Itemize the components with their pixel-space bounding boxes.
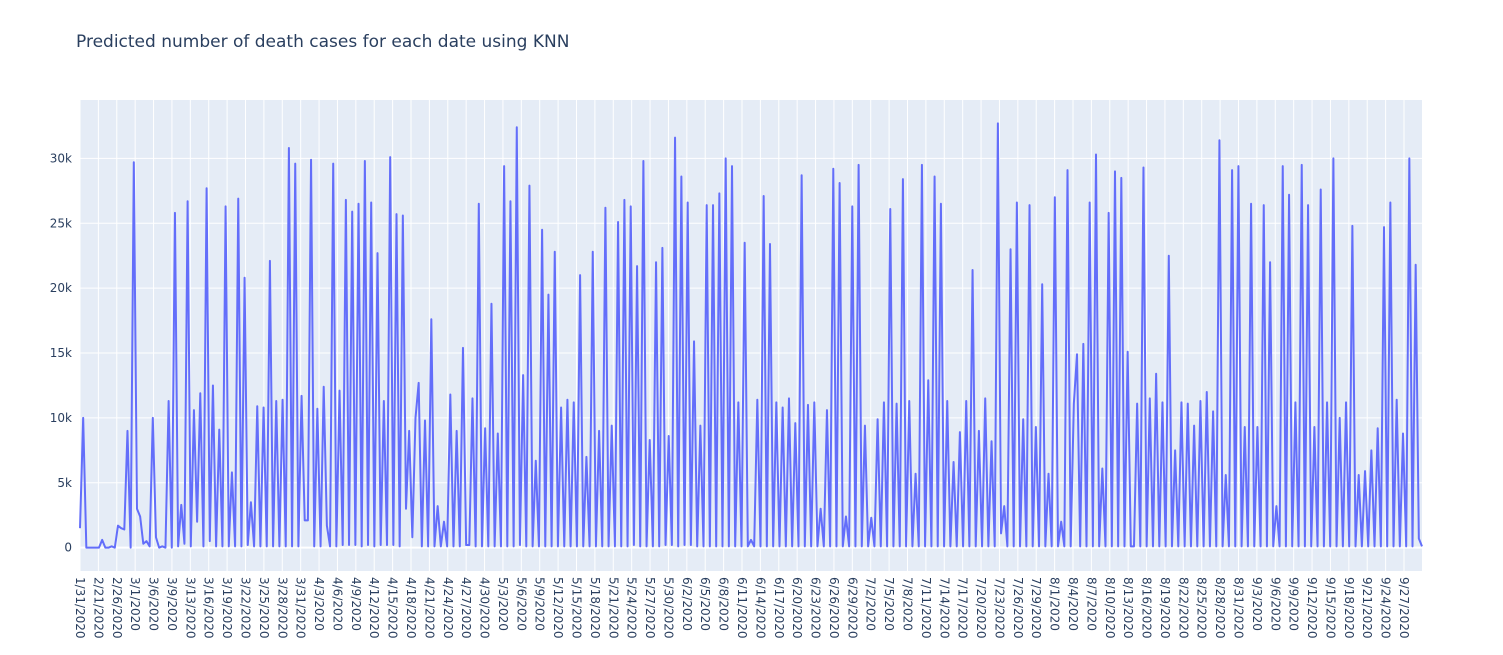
gridlines <box>79 100 1422 571</box>
x-tick-label: 3/1/2020 <box>128 577 142 631</box>
x-tick-label: 7/23/2020 <box>992 577 1006 639</box>
x-tick-label: 6/29/2020 <box>845 577 859 639</box>
x-tick-label: 3/28/2020 <box>275 577 289 639</box>
x-tick-label: 3/19/2020 <box>220 577 234 639</box>
x-tick-label: 9/21/2020 <box>1360 577 1374 639</box>
x-tick-label: 9/15/2020 <box>1323 577 1337 639</box>
x-tick-label: 8/13/2020 <box>1121 577 1135 639</box>
x-tick-label: 7/11/2020 <box>919 577 933 639</box>
x-tick-label: 5/21/2020 <box>606 577 620 639</box>
x-tick-label: 8/19/2020 <box>1158 577 1172 639</box>
x-tick-label: 7/20/2020 <box>974 577 988 639</box>
x-tick-label: 5/18/2020 <box>588 577 602 639</box>
x-tick-label: 2/21/2020 <box>91 577 105 639</box>
x-tick-label: 4/18/2020 <box>404 577 418 639</box>
x-tick-label: 8/1/2020 <box>1048 577 1062 631</box>
x-tick-label: 6/23/2020 <box>809 577 823 639</box>
x-tick-label: 3/31/2020 <box>294 577 308 639</box>
y-tick-label: 25k <box>50 216 72 230</box>
x-tick-label: 3/9/2020 <box>165 577 179 631</box>
y-tick-label: 5k <box>57 476 72 490</box>
y-axis-ticks: 0 5k 10k 15k 20k 25k 30k <box>50 151 72 554</box>
x-tick-label: 5/6/2020 <box>514 577 528 631</box>
x-tick-label: 5/12/2020 <box>551 577 565 639</box>
x-tick-label: 3/16/2020 <box>202 577 216 639</box>
x-tick-label: 6/8/2020 <box>717 577 731 631</box>
x-tick-label: 6/14/2020 <box>753 577 767 639</box>
x-tick-label: 4/24/2020 <box>441 577 455 639</box>
x-tick-label: 8/4/2020 <box>1066 577 1080 631</box>
x-tick-label: 9/27/2020 <box>1397 577 1411 639</box>
x-tick-label: 5/15/2020 <box>570 577 584 639</box>
x-tick-label: 1/31/2020 <box>73 577 87 639</box>
x-tick-label: 7/29/2020 <box>1029 577 1043 639</box>
x-tick-label: 7/17/2020 <box>956 577 970 639</box>
x-tick-label: 5/9/2020 <box>533 577 547 631</box>
x-tick-label: 7/14/2020 <box>937 577 951 639</box>
x-tick-label: 8/16/2020 <box>1140 577 1154 639</box>
x-tick-label: 8/10/2020 <box>1103 577 1117 639</box>
x-tick-label: 6/17/2020 <box>772 577 786 639</box>
x-tick-label: 3/6/2020 <box>147 577 161 631</box>
x-tick-label: 8/28/2020 <box>1213 577 1227 639</box>
y-tick-label: 20k <box>50 281 72 295</box>
x-tick-label: 4/9/2020 <box>349 577 363 631</box>
series-group <box>79 122 1423 549</box>
x-tick-label: 3/13/2020 <box>183 577 197 639</box>
y-tick-label: 0 <box>64 541 72 555</box>
x-tick-label: 5/27/2020 <box>643 577 657 639</box>
x-tick-label: 9/3/2020 <box>1250 577 1264 631</box>
y-tick-label: 10k <box>50 411 72 425</box>
x-tick-label: 7/26/2020 <box>1011 577 1025 639</box>
x-tick-label: 8/7/2020 <box>1084 577 1098 631</box>
x-tick-label: 8/25/2020 <box>1195 577 1209 639</box>
x-tick-label: 4/30/2020 <box>478 577 492 639</box>
x-tick-label: 9/18/2020 <box>1342 577 1356 639</box>
x-tick-label: 3/25/2020 <box>257 577 271 639</box>
x-tick-label: 6/26/2020 <box>827 577 841 639</box>
x-tick-label: 9/12/2020 <box>1305 577 1319 639</box>
x-axis-ticks: 1/31/2020 2/21/2020 2/26/2020 3/1/2020 3/6/2… <box>73 577 1411 639</box>
x-tick-label: 6/11/2020 <box>735 577 749 639</box>
x-tick-label: 9/9/2020 <box>1287 577 1301 631</box>
chart-title: Predicted number of death cases for each… <box>76 32 570 52</box>
x-tick-label: 8/22/2020 <box>1176 577 1190 639</box>
x-tick-label: 5/24/2020 <box>625 577 639 639</box>
y-tick-label: 30k <box>50 151 72 165</box>
x-tick-label: 7/2/2020 <box>864 577 878 631</box>
x-tick-label: 4/3/2020 <box>312 577 326 631</box>
x-tick-label: 4/27/2020 <box>459 577 473 639</box>
x-tick-label: 7/8/2020 <box>901 577 915 631</box>
series-line <box>79 122 1423 549</box>
x-tick-label: 3/22/2020 <box>239 577 253 639</box>
x-tick-label: 4/21/2020 <box>422 577 436 639</box>
x-tick-label: 9/6/2020 <box>1268 577 1282 631</box>
x-tick-label: 4/6/2020 <box>330 577 344 631</box>
x-tick-label: 8/31/2020 <box>1232 577 1246 639</box>
x-tick-label: 7/5/2020 <box>882 577 896 631</box>
x-tick-label: 9/24/2020 <box>1379 577 1393 639</box>
x-tick-label: 4/15/2020 <box>386 577 400 639</box>
x-tick-label: 2/26/2020 <box>110 577 124 639</box>
y-tick-label: 15k <box>50 346 72 360</box>
x-tick-label: 6/20/2020 <box>790 577 804 639</box>
x-tick-label: 5/3/2020 <box>496 577 510 631</box>
x-tick-label: 5/30/2020 <box>661 577 675 639</box>
x-tick-label: 6/5/2020 <box>698 577 712 631</box>
x-tick-label: 6/2/2020 <box>680 577 694 631</box>
x-tick-label: 4/12/2020 <box>367 577 381 639</box>
